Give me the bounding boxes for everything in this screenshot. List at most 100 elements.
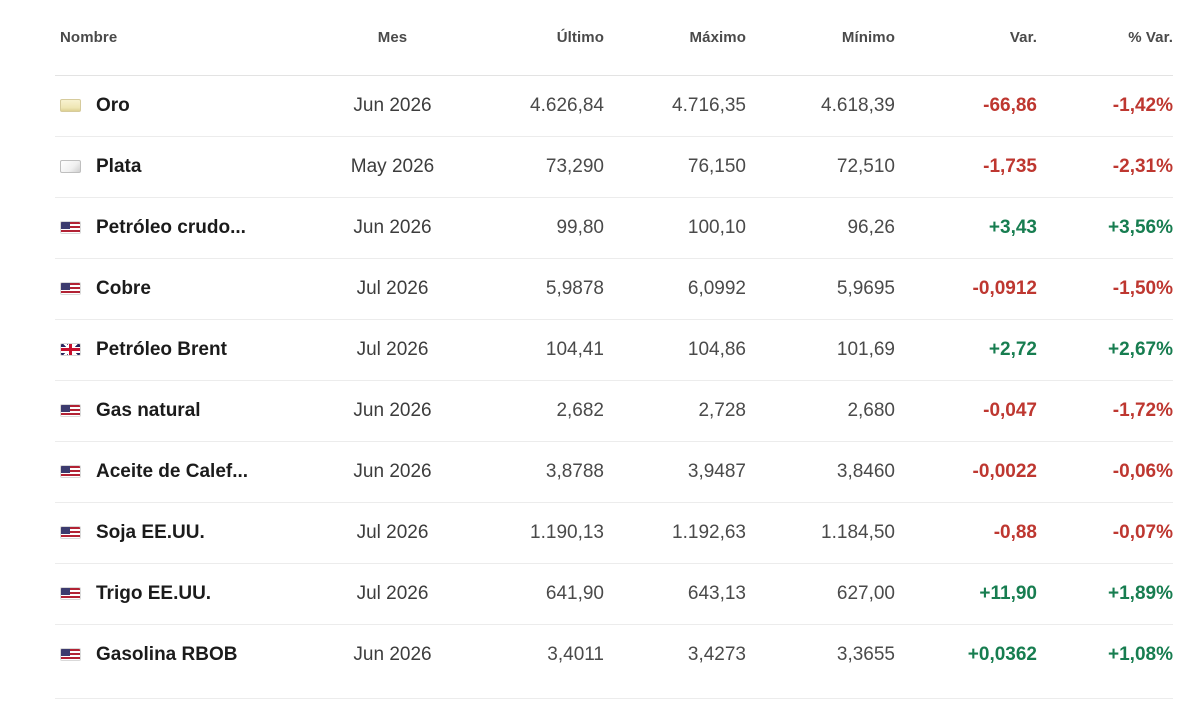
high-cell: 3,4273 [604,623,746,685]
month-cell: May 2026 [310,135,475,197]
change-pct-cell: +3,56% [1037,196,1173,258]
us-flag-icon [60,587,81,600]
us-flag-icon [60,282,81,295]
low-cell: 72,510 [746,135,895,197]
change-cell: -0,047 [895,379,1037,441]
table-row[interactable]: Trigo EE.UU. Jul 2026 641,90 643,13 627,… [55,562,1173,624]
us-flag-icon [60,404,81,417]
uk-flag-icon [60,343,81,356]
commodity-name-link[interactable]: Soja EE.UU. [96,521,205,543]
month-cell: Jun 2026 [310,623,475,685]
commodity-name-link[interactable]: Petróleo crudo... [96,216,246,238]
month-cell: Jun 2026 [310,440,475,502]
low-cell: 5,9695 [746,257,895,319]
commodity-name-link[interactable]: Gas natural [96,399,201,421]
change-pct-cell: +2,67% [1037,318,1173,380]
last-cell: 3,4011 [475,623,604,685]
last-cell: 104,41 [475,318,604,380]
high-cell: 6,0992 [604,257,746,319]
last-cell: 3,8788 [475,440,604,502]
month-cell: Jul 2026 [310,501,475,563]
table-row[interactable]: Oro Jun 2026 4.626,84 4.716,35 4.618,39 … [55,75,1173,136]
change-cell: -66,86 [983,94,1037,116]
table-row[interactable]: Gas natural Jun 2026 2,682 2,728 2,680 -… [55,379,1173,441]
last-cell: 2,682 [475,379,604,441]
table-row[interactable]: Gasolina RBOB Jun 2026 3,4011 3,4273 3,3… [55,623,1173,685]
change-cell: -0,88 [895,501,1037,563]
change-pct-cell: +1,89% [1037,562,1173,624]
table-row[interactable]: Plata May 2026 73,290 76,150 72,510 -1,7… [55,135,1173,197]
us-flag-icon [60,221,81,234]
high-cell: 2,728 [604,379,746,441]
month-cell: Jul 2026 [310,318,475,380]
us-flag-icon [60,526,81,539]
month-cell: Jun 2026 [353,94,432,116]
table-row[interactable]: Soja EE.UU. Jul 2026 1.190,13 1.192,63 1… [55,501,1173,563]
low-cell: 2,680 [746,379,895,441]
high-cell: 104,86 [604,318,746,380]
column-header-ultimo[interactable]: Último [475,0,604,76]
us-flag-icon [60,465,81,478]
column-header-mes[interactable]: Mes [310,0,475,76]
high-cell: 3,9487 [604,440,746,502]
low-cell: 101,69 [746,318,895,380]
column-header-pct-var[interactable]: % Var. [1037,0,1173,76]
change-pct-cell: -2,31% [1037,135,1173,197]
change-pct-cell: +1,08% [1037,623,1173,685]
table-row[interactable]: Petróleo Brent Jul 2026 104,41 104,86 10… [55,318,1173,380]
commodities-table: Nombre Mes Último Máximo Mínimo Var. % V… [55,0,1178,699]
last-cell: 73,290 [475,135,604,197]
change-cell: -1,735 [895,135,1037,197]
bottom-divider [55,698,1173,699]
low-cell: 1.184,50 [746,501,895,563]
change-pct-cell: -1,42% [1112,94,1173,116]
month-cell: Jun 2026 [310,379,475,441]
commodity-name-link[interactable]: Oro [96,94,130,116]
high-cell: 100,10 [604,196,746,258]
month-cell: Jun 2026 [310,196,475,258]
high-cell: 1.192,63 [604,501,746,563]
table-row[interactable]: Cobre Jul 2026 5,9878 6,0992 5,9695 -0,0… [55,257,1173,319]
change-pct-cell: -0,06% [1037,440,1173,502]
last-cell: 1.190,13 [475,501,604,563]
commodity-name-link[interactable]: Aceite de Calef... [96,460,249,482]
change-cell: +2,72 [895,318,1037,380]
column-header-nombre[interactable]: Nombre [55,0,310,76]
last-cell: 641,90 [475,562,604,624]
month-cell: Jul 2026 [310,562,475,624]
silver-bar-icon [60,160,81,173]
gold-bar-icon [60,99,81,112]
us-flag-icon [60,648,81,662]
low-cell: 3,3655 [746,623,895,685]
high-cell: 76,150 [604,135,746,197]
change-cell: +3,43 [895,196,1037,258]
change-cell: -0,0912 [895,257,1037,319]
high-cell: 4.716,35 [672,94,746,116]
high-cell: 643,13 [604,562,746,624]
low-cell: 4.618,39 [821,94,895,116]
change-cell: -0,0022 [895,440,1037,502]
commodity-name-link[interactable]: Plata [96,155,142,177]
table-header-row: Nombre Mes Último Máximo Mínimo Var. % V… [55,0,1173,76]
commodity-name-link[interactable]: Petróleo Brent [96,338,227,360]
change-pct-cell: -0,07% [1037,501,1173,563]
low-cell: 3,8460 [746,440,895,502]
column-header-minimo[interactable]: Mínimo [746,0,895,76]
commodity-name-link[interactable]: Trigo EE.UU. [96,582,212,604]
column-header-var[interactable]: Var. [895,0,1037,76]
change-pct-cell: -1,72% [1037,379,1173,441]
commodity-name-link[interactable]: Gasolina RBOB [96,643,238,665]
month-cell: Jul 2026 [310,257,475,319]
low-cell: 96,26 [746,196,895,258]
commodity-name-link[interactable]: Cobre [96,277,151,299]
column-header-maximo[interactable]: Máximo [604,0,746,76]
change-pct-cell: -1,50% [1037,257,1173,319]
low-cell: 627,00 [746,562,895,624]
table-row[interactable]: Petróleo crudo... Jun 2026 99,80 100,10 … [55,196,1173,258]
last-cell: 5,9878 [475,257,604,319]
last-cell: 99,80 [475,196,604,258]
table-row[interactable]: Aceite de Calef... Jun 2026 3,8788 3,948… [55,440,1173,502]
change-cell: +11,90 [895,562,1037,624]
last-cell: 4.626,84 [530,94,604,116]
change-cell: +0,0362 [895,623,1037,685]
